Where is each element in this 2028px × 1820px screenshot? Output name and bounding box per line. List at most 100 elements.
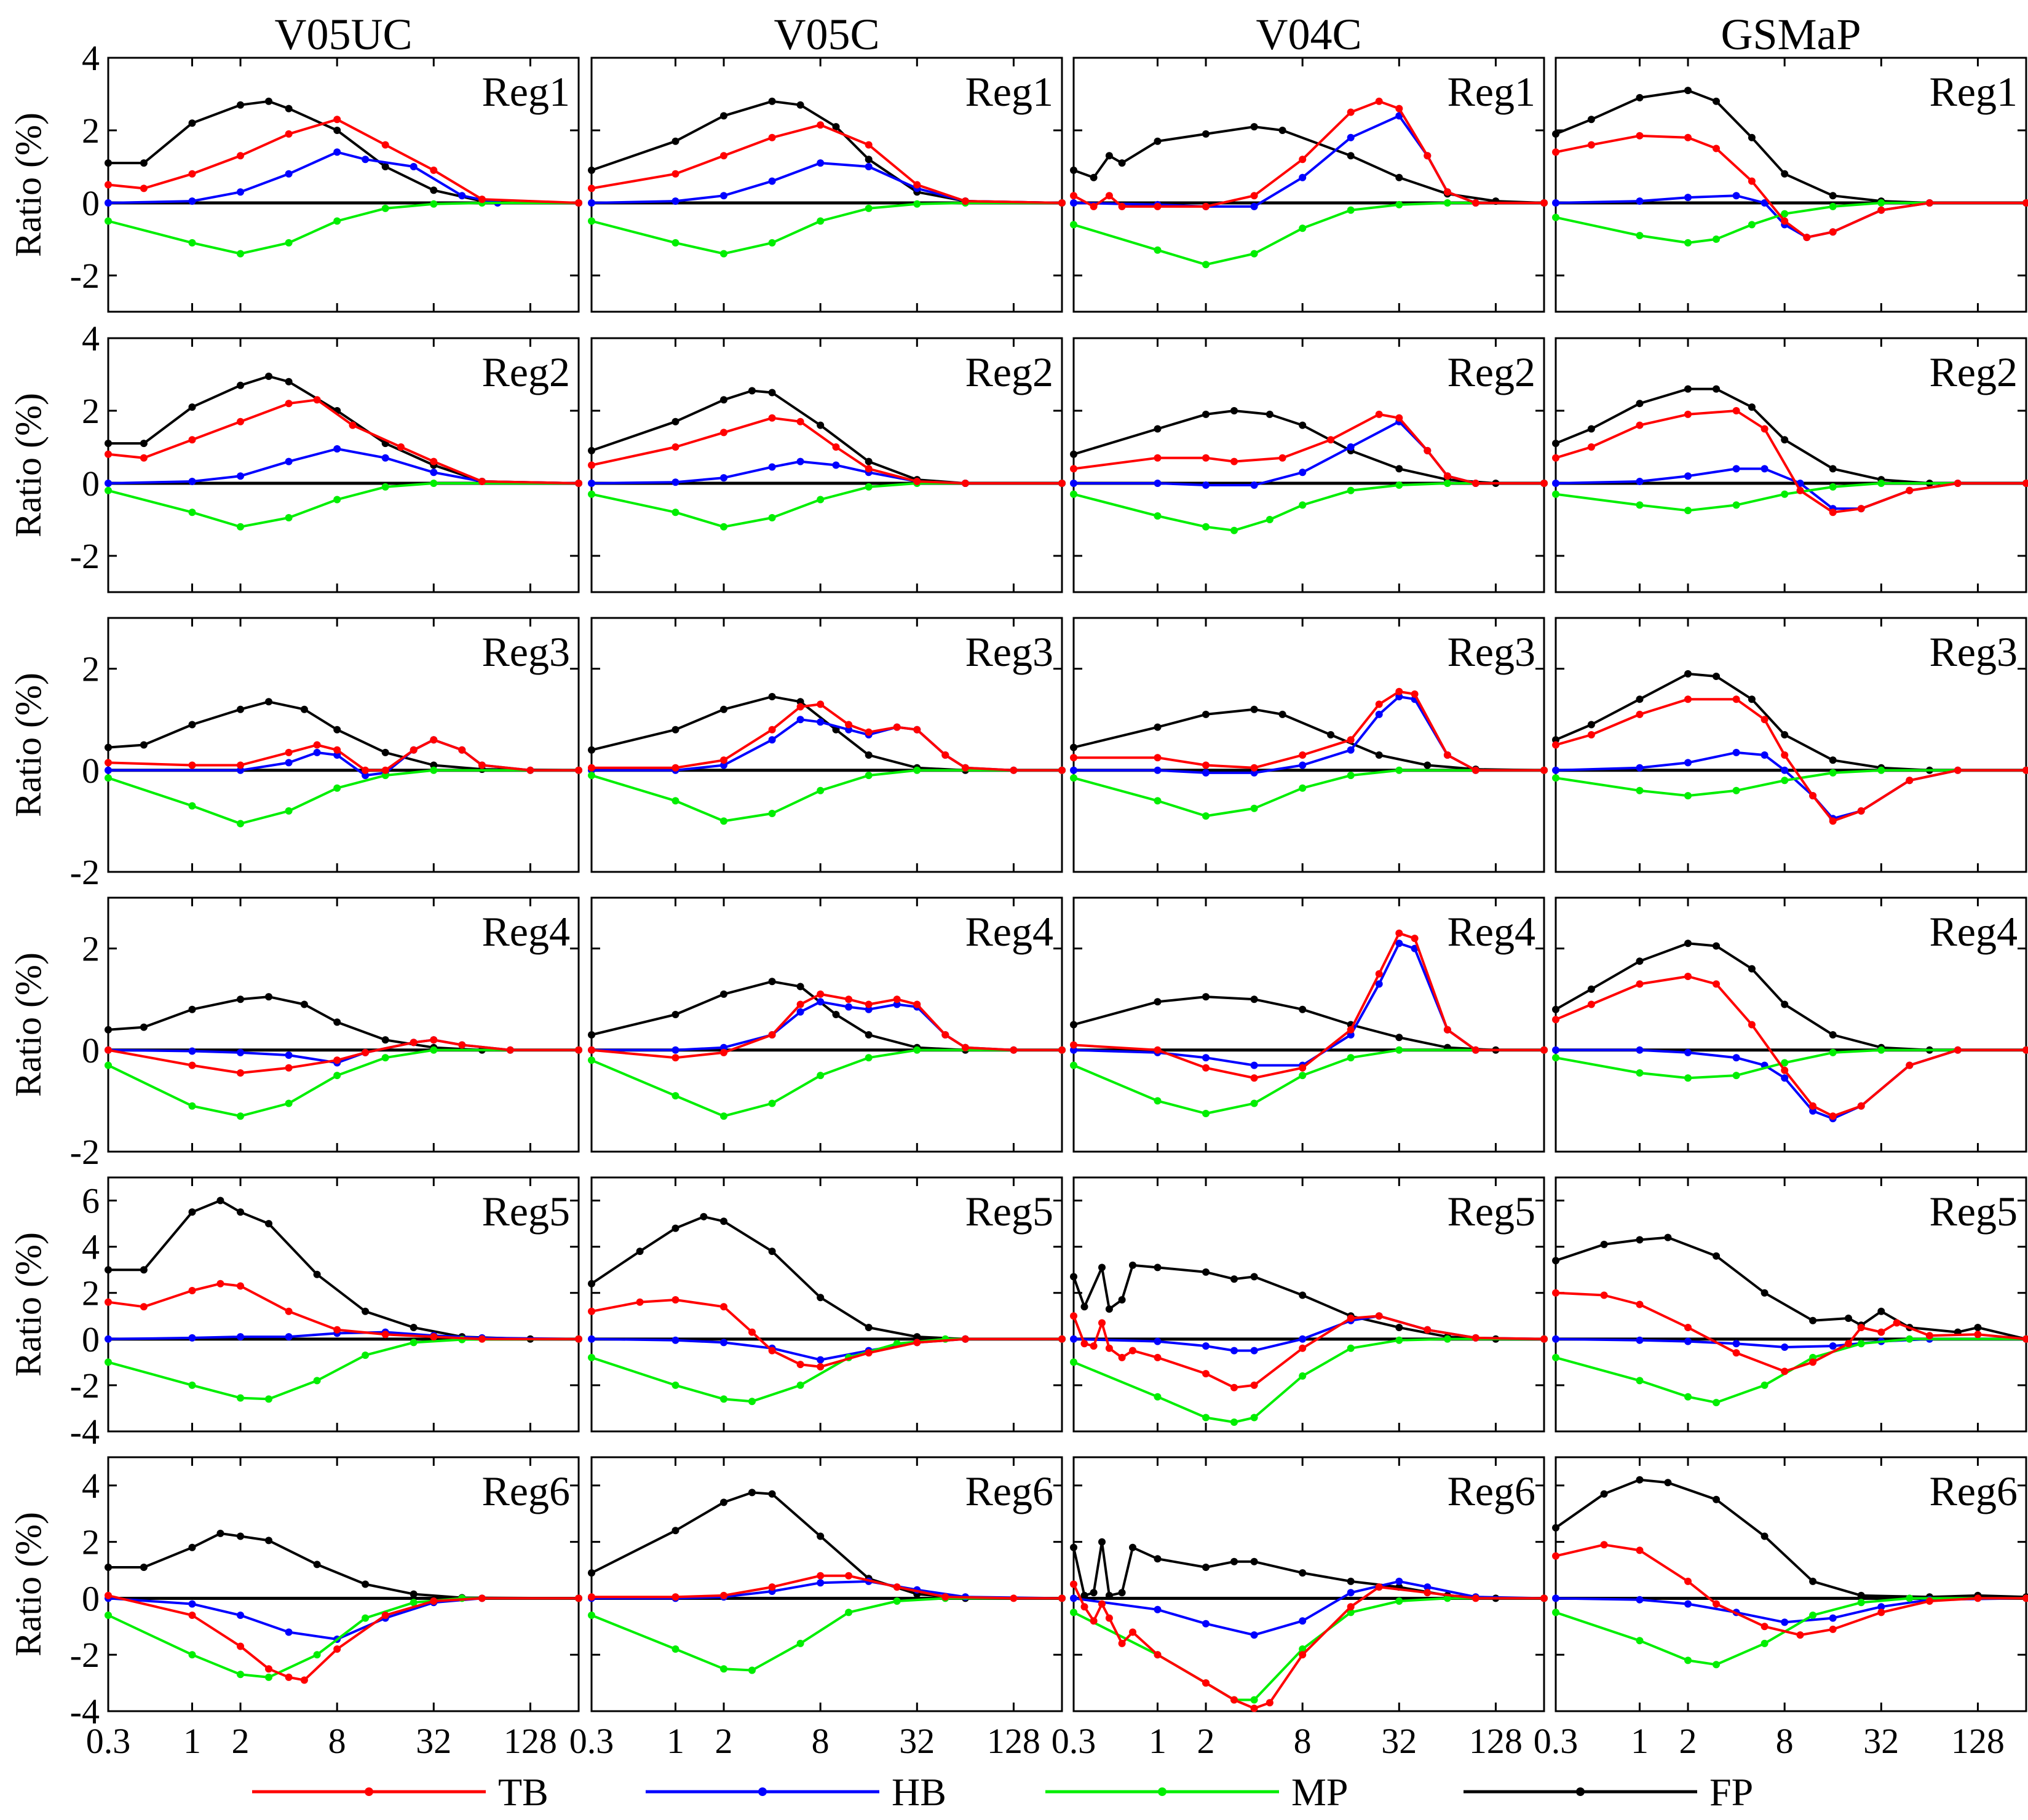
data-point-fp [1129, 1261, 1136, 1269]
data-point-fp [1129, 1543, 1136, 1551]
data-point-mp [1070, 1358, 1077, 1366]
data-point-mp [237, 523, 244, 531]
data-point-tb [832, 443, 840, 451]
x-tick-label: 8 [328, 1721, 346, 1761]
data-point-tb [671, 764, 679, 772]
data-point-mp [1070, 221, 1077, 229]
data-point-hb [1070, 1594, 1077, 1602]
data-point-hb [720, 474, 727, 482]
data-point-hb [1636, 197, 1644, 205]
data-point-mp [1636, 786, 1644, 794]
data-point-hb [1684, 194, 1692, 202]
data-point-tb [1974, 1331, 1982, 1339]
data-point-fp [216, 1197, 224, 1205]
data-point-mp [796, 1639, 804, 1647]
data-point-hb [1636, 478, 1644, 485]
data-point-hb [1395, 1577, 1403, 1585]
data-point-mp [1230, 526, 1238, 534]
data-point-hb [333, 751, 341, 759]
legend-marker [1576, 1787, 1585, 1796]
x-tick-label: 2 [715, 1721, 733, 1761]
y-tick-label: -2 [70, 1132, 100, 1172]
data-point-fp [671, 726, 679, 734]
data-point-fp [1664, 1479, 1672, 1487]
data-point-fp [1684, 385, 1692, 393]
data-point-tb [1250, 764, 1258, 772]
data-point-hb [1552, 1046, 1559, 1054]
data-point-fp [140, 440, 148, 448]
data-point-mp [588, 490, 595, 498]
region-label: Reg5 [1929, 1188, 2018, 1235]
region-label: Reg3 [1929, 628, 2018, 675]
series-line-mp [1073, 769, 1544, 818]
data-point-tb [430, 457, 438, 465]
data-point-mp [1684, 792, 1692, 800]
data-point-fp [1552, 1005, 1559, 1013]
data-point-fp [1154, 425, 1162, 433]
y-tick-label: 0 [82, 1320, 100, 1359]
data-point-tb [1250, 192, 1258, 200]
legend-marker [758, 1787, 767, 1796]
data-point-tb [1552, 1289, 1559, 1297]
data-point-tb [1587, 141, 1595, 149]
data-point-tb [2022, 766, 2028, 774]
data-point-tb [362, 766, 370, 774]
data-point-hb [720, 1339, 727, 1347]
panel-frame [590, 617, 1063, 873]
data-point-fp [1154, 723, 1162, 731]
series-tb [105, 1036, 582, 1077]
data-point-fp [1748, 695, 1756, 703]
data-point-tb [1684, 695, 1692, 703]
data-point-tb [1080, 1340, 1088, 1348]
data-point-mp [768, 514, 776, 521]
panel-gsmap-reg4: Reg4 [1552, 896, 2028, 1153]
series-tb [105, 116, 582, 207]
data-point-fp [1587, 721, 1595, 729]
data-point-tb [1411, 690, 1419, 698]
data-point-fp [1636, 957, 1644, 965]
data-point-hb [285, 457, 293, 465]
data-point-tb [1761, 1623, 1769, 1631]
data-point-hb [188, 1334, 196, 1342]
data-point-tb [941, 751, 949, 759]
data-point-mp [913, 1046, 921, 1054]
data-point-fp [1829, 192, 1837, 200]
data-point-mp [285, 239, 293, 247]
data-point-tb [671, 443, 679, 451]
data-point-fp [1713, 385, 1720, 393]
panel-frame [107, 57, 580, 313]
panel-frame [1555, 57, 2027, 313]
data-point-fp [700, 1213, 708, 1221]
data-point-fp [1829, 756, 1837, 764]
data-point-tb [575, 1046, 582, 1054]
data-point-hb [1781, 1343, 1789, 1351]
data-point-hb [1552, 199, 1559, 207]
region-label: Reg4 [481, 908, 570, 955]
data-point-tb [636, 1298, 644, 1306]
data-point-fp [832, 1011, 840, 1018]
data-point-hb [237, 1333, 244, 1341]
data-point-fp [333, 127, 341, 134]
data-point-tb [1443, 751, 1451, 759]
data-point-mp [671, 1645, 679, 1653]
data-point-tb [105, 1046, 112, 1054]
y-tick-label: -2 [70, 852, 100, 892]
data-point-tb [1636, 1300, 1644, 1308]
data-point-tb [913, 478, 921, 485]
data-point-tb [1299, 1651, 1307, 1659]
data-point-fp [1230, 1275, 1238, 1283]
data-point-fp [237, 995, 244, 1003]
data-point-fp [1090, 1589, 1098, 1597]
data-point-fp [1070, 1543, 1077, 1551]
data-point-tb [913, 181, 921, 189]
data-point-hb [1250, 1631, 1258, 1639]
data-point-tb [381, 1331, 389, 1339]
data-point-tb [1299, 1344, 1307, 1352]
data-point-fp [1230, 1557, 1238, 1565]
data-point-fp [362, 1307, 370, 1315]
data-point-tb [1748, 177, 1756, 185]
data-point-tb [1375, 97, 1383, 105]
data-point-tb [893, 723, 901, 731]
data-point-mp [1070, 490, 1077, 498]
data-point-tb [1154, 1651, 1162, 1659]
